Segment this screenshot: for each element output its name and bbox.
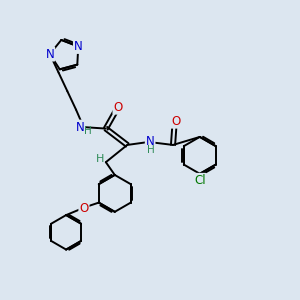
Text: O: O — [171, 115, 181, 128]
Text: H: H — [96, 154, 105, 164]
Text: N: N — [46, 48, 54, 61]
Text: N: N — [76, 121, 84, 134]
Text: H: H — [147, 145, 155, 155]
Text: N: N — [146, 135, 154, 148]
Text: O: O — [79, 202, 88, 215]
Text: Cl: Cl — [194, 174, 206, 187]
Text: H: H — [84, 126, 91, 136]
Text: N: N — [74, 40, 82, 53]
Text: O: O — [113, 101, 123, 114]
